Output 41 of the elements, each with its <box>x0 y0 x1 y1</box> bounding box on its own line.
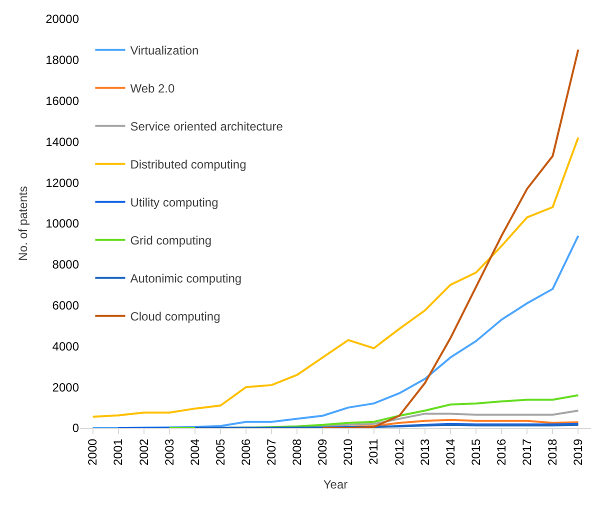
y-tick-label: 0 <box>72 421 80 436</box>
x-tick-label: 2009 <box>316 438 330 466</box>
x-tick-label: 2000 <box>86 438 100 466</box>
x-tick-label: 2005 <box>213 438 228 466</box>
y-tick-label: 8000 <box>52 258 80 272</box>
legend-label: Grid computing <box>130 234 212 248</box>
legend-label: Autonimic computing <box>130 272 242 286</box>
x-tick-label: 2019 <box>571 438 586 466</box>
y-tick-label: 6000 <box>52 298 80 312</box>
x-tick-label: 2006 <box>238 438 253 466</box>
y-tick-label: 10000 <box>46 216 80 231</box>
legend-label: Cloud computing <box>130 310 220 324</box>
x-tick-label: 2011 <box>366 438 381 465</box>
legend-label: Distributed computing <box>130 158 246 172</box>
x-tick-label: 2013 <box>418 438 432 466</box>
y-axis-title: No. of patents <box>16 186 30 261</box>
x-tick-label: 2010 <box>341 438 356 466</box>
legend-label: Virtualization <box>130 44 199 58</box>
x-tick-label: 2008 <box>290 438 304 466</box>
x-tick-label: 2016 <box>494 438 508 466</box>
x-axis-title: Year <box>323 477 348 492</box>
x-tick-label: 2001 <box>111 438 126 466</box>
y-tick-label: 16000 <box>46 94 80 108</box>
x-tick-label: 2012 <box>392 438 406 466</box>
legend-label: Web 2.0 <box>130 82 176 96</box>
x-tick-label: 2015 <box>468 438 483 466</box>
x-tick-label: 2014 <box>443 438 458 466</box>
x-tick-label: 2004 <box>188 438 202 466</box>
y-tick-label: 12000 <box>46 176 80 190</box>
y-tick-label: 2000 <box>52 380 80 394</box>
y-tick-label: 4000 <box>52 339 80 354</box>
x-tick-label: 2007 <box>264 438 279 466</box>
legend-label: Service oriented architecture <box>130 120 284 134</box>
x-tick-label: 2018 <box>546 438 560 466</box>
legend-label: Utility computing <box>130 196 218 210</box>
y-tick-label: 20000 <box>46 12 80 26</box>
x-tick-label: 2017 <box>520 438 534 466</box>
y-tick-label: 18000 <box>46 53 80 68</box>
y-tick-label: 14000 <box>46 134 80 149</box>
x-tick-label: 2002 <box>136 438 151 466</box>
x-tick-label: 2003 <box>162 438 176 466</box>
